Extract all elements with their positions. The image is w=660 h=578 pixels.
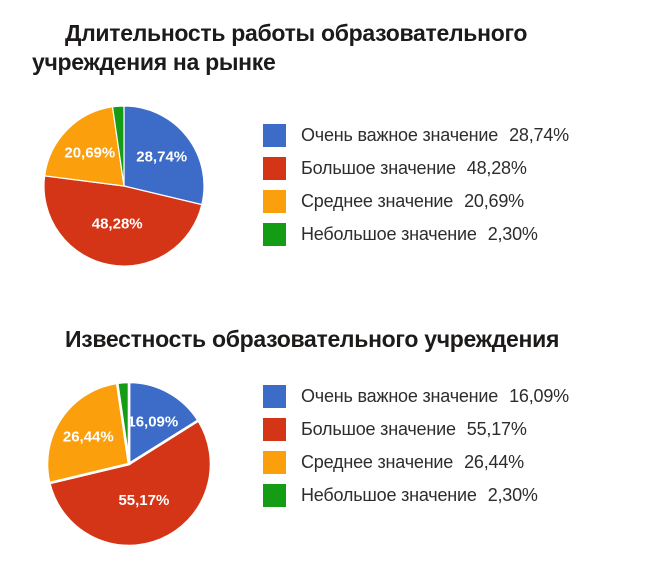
legend-value: 48,28%: [466, 158, 527, 178]
pie-chart-fame: 16,09% 55,17% 26,44%: [45, 380, 213, 548]
legend-item-green: Небольшое значение 2,30%: [263, 223, 569, 246]
pie-value-label-orange: 26,44%: [63, 429, 114, 446]
legend-item-red: Большое значение 55,17%: [263, 418, 569, 441]
legend-value: 16,09%: [509, 386, 569, 406]
pie-slice-red: [47, 418, 213, 548]
pie-value-label-red: 55,17%: [118, 492, 169, 509]
legend-value: 20,69%: [464, 191, 524, 211]
legend-swatch-red: [263, 157, 286, 180]
legend-swatch-blue: [263, 124, 286, 147]
pie-slice-orange: [45, 381, 131, 485]
legend-label: Большое значение: [301, 158, 456, 178]
chart-title-duration: Длительность работы образовательного учр…: [32, 20, 528, 75]
pie-value-label-blue: 28,74%: [136, 149, 187, 166]
pie-value-label-red: 48,28%: [92, 215, 143, 232]
pie-slice-blue: [127, 380, 201, 467]
legend-value: 26,44%: [464, 452, 524, 472]
pie-value-label-blue: 16,09%: [127, 413, 178, 430]
legend-item-blue: Очень важное значение 28,74%: [263, 124, 569, 147]
legend-item-red: Большое значение 48,28%: [263, 157, 569, 180]
legend-item-green: Небольшое значение 2,30%: [263, 484, 569, 507]
legend-swatch-orange: [263, 190, 286, 213]
legend-label: Небольшое значение: [301, 485, 477, 505]
legend-value: 55,17%: [466, 419, 527, 439]
legend-value: 28,74%: [509, 125, 569, 145]
legend-label: Очень важное значение: [301, 386, 499, 406]
pie-slice-orange: [43, 106, 125, 187]
legend-swatch-green: [263, 484, 286, 507]
legend-label: Среднее значение: [301, 452, 454, 472]
legend-swatch-red: [263, 418, 286, 441]
legend-duration: Очень важное значение 28,74% Большое значе…: [263, 124, 569, 246]
legend-item-blue: Очень важное значение 16,09%: [263, 385, 569, 408]
legend-fame: Очень важное значение 16,09% Большое значе…: [263, 385, 569, 507]
legend-swatch-green: [263, 223, 286, 246]
pie-slice-green: [111, 105, 125, 187]
legend-label: Большое значение: [301, 419, 456, 439]
pie-slice-green: [115, 380, 131, 465]
legend-value: 2,30%: [487, 224, 538, 244]
legend-item-orange: Среднее значение 20,69%: [263, 190, 569, 213]
chart-title-fame: Известность образовательного учреждения: [65, 326, 560, 352]
pie-slice-red: [43, 175, 203, 267]
legend-item-orange: Среднее значение 26,44%: [263, 451, 569, 474]
pie-slice-blue: [123, 105, 205, 206]
legend-swatch-blue: [263, 385, 286, 408]
legend-value: 2,30%: [487, 485, 538, 505]
pie-value-label-orange: 20,69%: [64, 145, 115, 162]
pie-chart-duration: 28,74% 48,28% 20,69%: [43, 105, 205, 267]
legend-swatch-orange: [263, 451, 286, 474]
legend-label: Очень важное значение: [301, 125, 499, 145]
legend-label: Среднее значение: [301, 191, 454, 211]
legend-label: Небольшое значение: [301, 224, 477, 244]
